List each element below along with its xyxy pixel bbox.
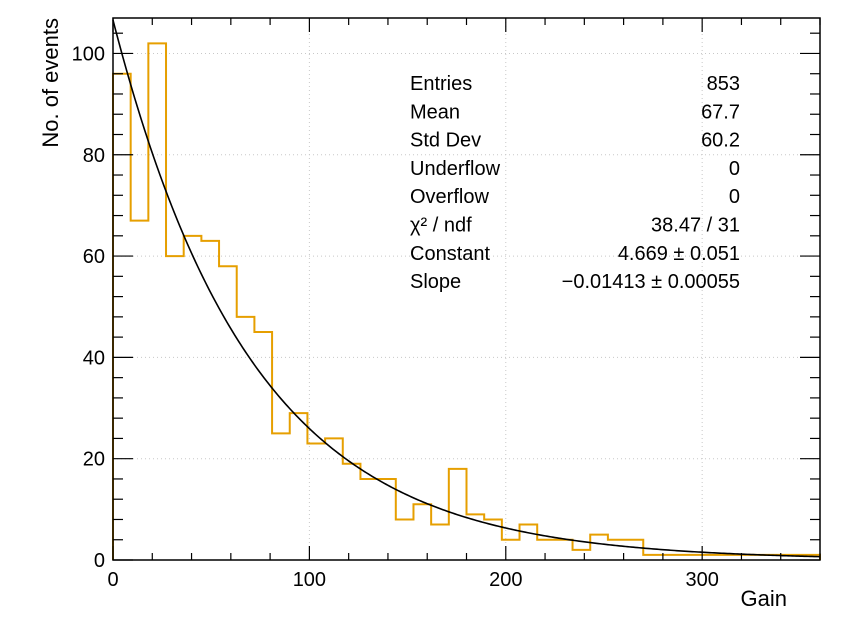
x-tick-label: 300 [685,569,718,591]
stats-value: 60.2 [701,130,740,152]
y-tick-label: 40 [83,347,105,369]
histogram-bar [608,540,626,560]
y-tick-label: 0 [94,550,105,572]
histogram-bar [254,332,272,560]
histogram-bar [520,525,538,560]
stats-value: 4.669 ± 0.051 [618,243,740,265]
stats-label: Std Dev [410,130,481,152]
stats-value: 0 [729,158,740,180]
histogram-bar [378,479,396,560]
y-tick-label: 80 [83,145,105,167]
histogram-bar [307,443,325,560]
histogram-bar [166,256,184,560]
histogram-bar [325,438,343,560]
stats-label: Overflow [410,186,489,208]
stats-value: −0.01413 ± 0.00055 [562,271,740,293]
histogram-bar [290,413,308,560]
stats-label: Mean [410,101,460,123]
histogram-bar [360,479,378,560]
histogram-bar [502,540,520,560]
stats-label: χ² / ndf [410,215,472,237]
stats-value: 0 [729,186,740,208]
x-tick-label: 0 [107,569,118,591]
histogram-bar [148,43,166,560]
y-axis-label: No. of events [38,18,63,148]
stats-box: Entries 853 Mean 67.7 Std Dev 60.2 Underflow 0 O… [410,73,740,293]
histogram-bar [590,535,608,560]
x-tick-label: 100 [293,569,326,591]
histogram-bar [184,236,202,560]
histogram-bar [537,540,555,560]
histogram-bar [131,221,149,560]
tick-labels: 0 100 200 300 0 20 40 60 80 100 [72,43,719,591]
y-tick-label: 20 [83,449,105,471]
stats-label: Entries [410,73,472,95]
stats-label: Slope [410,271,461,293]
histogram-bar [219,266,237,560]
x-axis-label: Gain [741,586,787,611]
histogram-bar [626,540,644,560]
histogram-bar [573,550,591,560]
histogram-bar [413,504,431,560]
stats-value: 38.47 / 31 [651,215,740,237]
x-tick-label: 200 [489,569,522,591]
stats-value: 853 [707,73,740,95]
stats-label: Underflow [410,158,501,180]
y-tick-label: 60 [83,246,105,268]
histogram-bar [555,540,573,560]
histogram-bar [201,241,219,560]
histogram-bar [343,464,361,560]
axis-ticks [112,18,821,561]
histogram-bar [396,519,414,560]
histogram-bar [272,433,290,560]
histogram-bar [431,525,449,560]
stats-value: 67.7 [701,101,740,123]
stats-label: Constant [410,243,490,265]
y-tick-label: 100 [72,43,105,65]
